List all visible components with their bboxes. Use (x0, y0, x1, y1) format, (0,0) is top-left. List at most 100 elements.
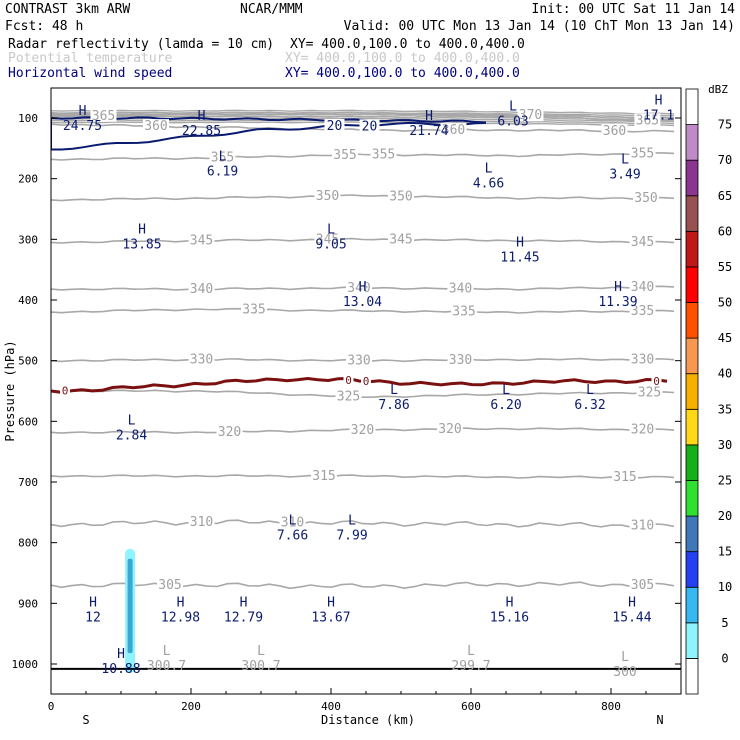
theta-contour-335 (51, 307, 675, 314)
theta-extremum-type: L (621, 650, 629, 665)
theta-label-bg (346, 353, 372, 367)
colorbar-level: 75 (718, 118, 732, 132)
freezing-label: 0 (62, 385, 69, 398)
colorbar-segment (685, 124, 699, 161)
wind-extremum-value: 13.04 (343, 295, 382, 310)
y-tick-label: 400 (18, 294, 38, 307)
colorbar-level: 20 (718, 509, 732, 523)
theta-label-bg (437, 422, 463, 436)
freezing-label-bg (60, 384, 70, 397)
theta-label-315: 315 (613, 470, 636, 485)
theta-label-bg (143, 119, 169, 133)
colorbar-segment (685, 408, 699, 446)
theta-label-330: 330 (190, 352, 213, 367)
y-tick-label: 1000 (12, 658, 39, 671)
wind-extremum-type: H (506, 595, 514, 610)
theta-extremum-value: 300 (613, 665, 636, 680)
theta-label-bg (388, 189, 414, 203)
theta-label-340: 340 (190, 282, 213, 297)
y-tick-label: 900 (18, 597, 38, 610)
colorbar-level: 40 (718, 367, 732, 381)
theta-label-bg (332, 147, 358, 161)
init-time: Init: 00 UTC Sat 11 Jan 14 (532, 2, 736, 17)
theta-label-345: 345 (389, 233, 412, 248)
theta-label-305: 305 (158, 578, 181, 593)
theta-label-330: 330 (449, 353, 472, 368)
wind-extremum-value: 7.86 (378, 398, 409, 413)
theta-extremum-type: L (163, 644, 171, 659)
wind-extremum-type: H (655, 94, 663, 109)
theta-extremum-type: L (257, 644, 265, 659)
wind-extremum-value: 12 (85, 610, 101, 625)
wind-extremum-value: 7.99 (336, 528, 367, 543)
freezing-label-bg (651, 374, 662, 387)
theta-label-330: 330 (347, 354, 370, 369)
theta-label-320: 320 (218, 425, 241, 440)
theta-contour-345 (51, 237, 675, 244)
endpoint-left: S (82, 713, 89, 727)
x-tick-label: 200 (181, 700, 201, 713)
y-tick-label: 100 (18, 112, 38, 125)
y-tick-label: 800 (18, 537, 38, 550)
theta-label-bg (629, 352, 656, 366)
theta-label-355: 355 (372, 148, 395, 163)
theta-label-bg (629, 304, 656, 318)
theta-label-bg (188, 515, 215, 529)
theta-contour-315 (51, 474, 675, 479)
field-name-theta: Potential temperature (8, 51, 173, 66)
wind-extremum-type: L (128, 413, 136, 428)
wind-extremum-type: H (516, 236, 524, 251)
theta-label-bg (636, 385, 663, 399)
theta-label-bg (188, 233, 215, 247)
theta-label-bg (370, 147, 397, 161)
theta-label-360: 360 (603, 124, 626, 139)
figure-header: CONTRAST 3km ARW NCAR/MMM Init: 00 UTC S… (5, 2, 735, 81)
theta-label-bg (388, 232, 414, 246)
colorbar-level: 10 (718, 580, 732, 594)
wind-extremum-type: L (327, 222, 335, 237)
wind-extremum-value: 4.66 (473, 177, 504, 192)
wind-extremum-value: 6.19 (207, 164, 238, 179)
field-xy-radar: XY= 400.0,100.0 to 400.0,400.0 (290, 37, 525, 52)
wind-extremum-type: H (138, 222, 146, 237)
theta-contour-upper (51, 113, 675, 119)
freezing-label: 0 (653, 375, 660, 388)
theta-label-335: 335 (452, 305, 475, 320)
theta-extremum-type: L (467, 644, 475, 659)
colorbar-segment (685, 195, 699, 232)
reflectivity-core (127, 558, 133, 654)
theta-label-320: 320 (631, 423, 654, 438)
theta-label-bg (279, 515, 306, 529)
colorbar-segment (685, 159, 699, 197)
theta-label-bg (346, 280, 372, 294)
theta-label-bg (633, 191, 659, 205)
field-name-radar: Radar reflectivity (lamda = 10 cm) (8, 37, 274, 52)
institution-label: NCAR/MMM (240, 2, 303, 17)
theta-label-320: 320 (351, 423, 374, 438)
x-axis-title: Distance (km) (321, 713, 415, 727)
theta-label-345: 345 (631, 235, 654, 250)
theta-label-350: 350 (389, 189, 412, 204)
colorbar-level: 0 (721, 651, 728, 665)
colorbar-segment (685, 302, 699, 339)
colorbar-level: 30 (718, 438, 732, 452)
colorbar-level: 35 (718, 402, 732, 416)
theta-label-315: 315 (312, 469, 335, 484)
theta-label-325: 325 (638, 385, 661, 400)
freezing-label-bg (343, 374, 354, 387)
theta-label-bg (440, 123, 467, 137)
theta-label-350: 350 (316, 189, 339, 204)
colorbar-segment (685, 586, 699, 624)
wind-extremum-type: H (359, 280, 367, 295)
colorbar-segment (685, 444, 699, 481)
theta-contour-350 (51, 194, 675, 202)
theta-label-bg (629, 422, 656, 436)
theta-contour-upper (51, 109, 675, 115)
contour-labels: 305 305 310 310 310 315 315 320 320 320 320 325 325 3… (90, 108, 663, 593)
theta-contour-upper (51, 115, 675, 121)
colorbar-segment (685, 480, 699, 517)
colorbar-segment (685, 373, 699, 410)
theta-label-bg (629, 280, 656, 294)
field-name-wind: Horizontal wind speed (8, 66, 172, 81)
